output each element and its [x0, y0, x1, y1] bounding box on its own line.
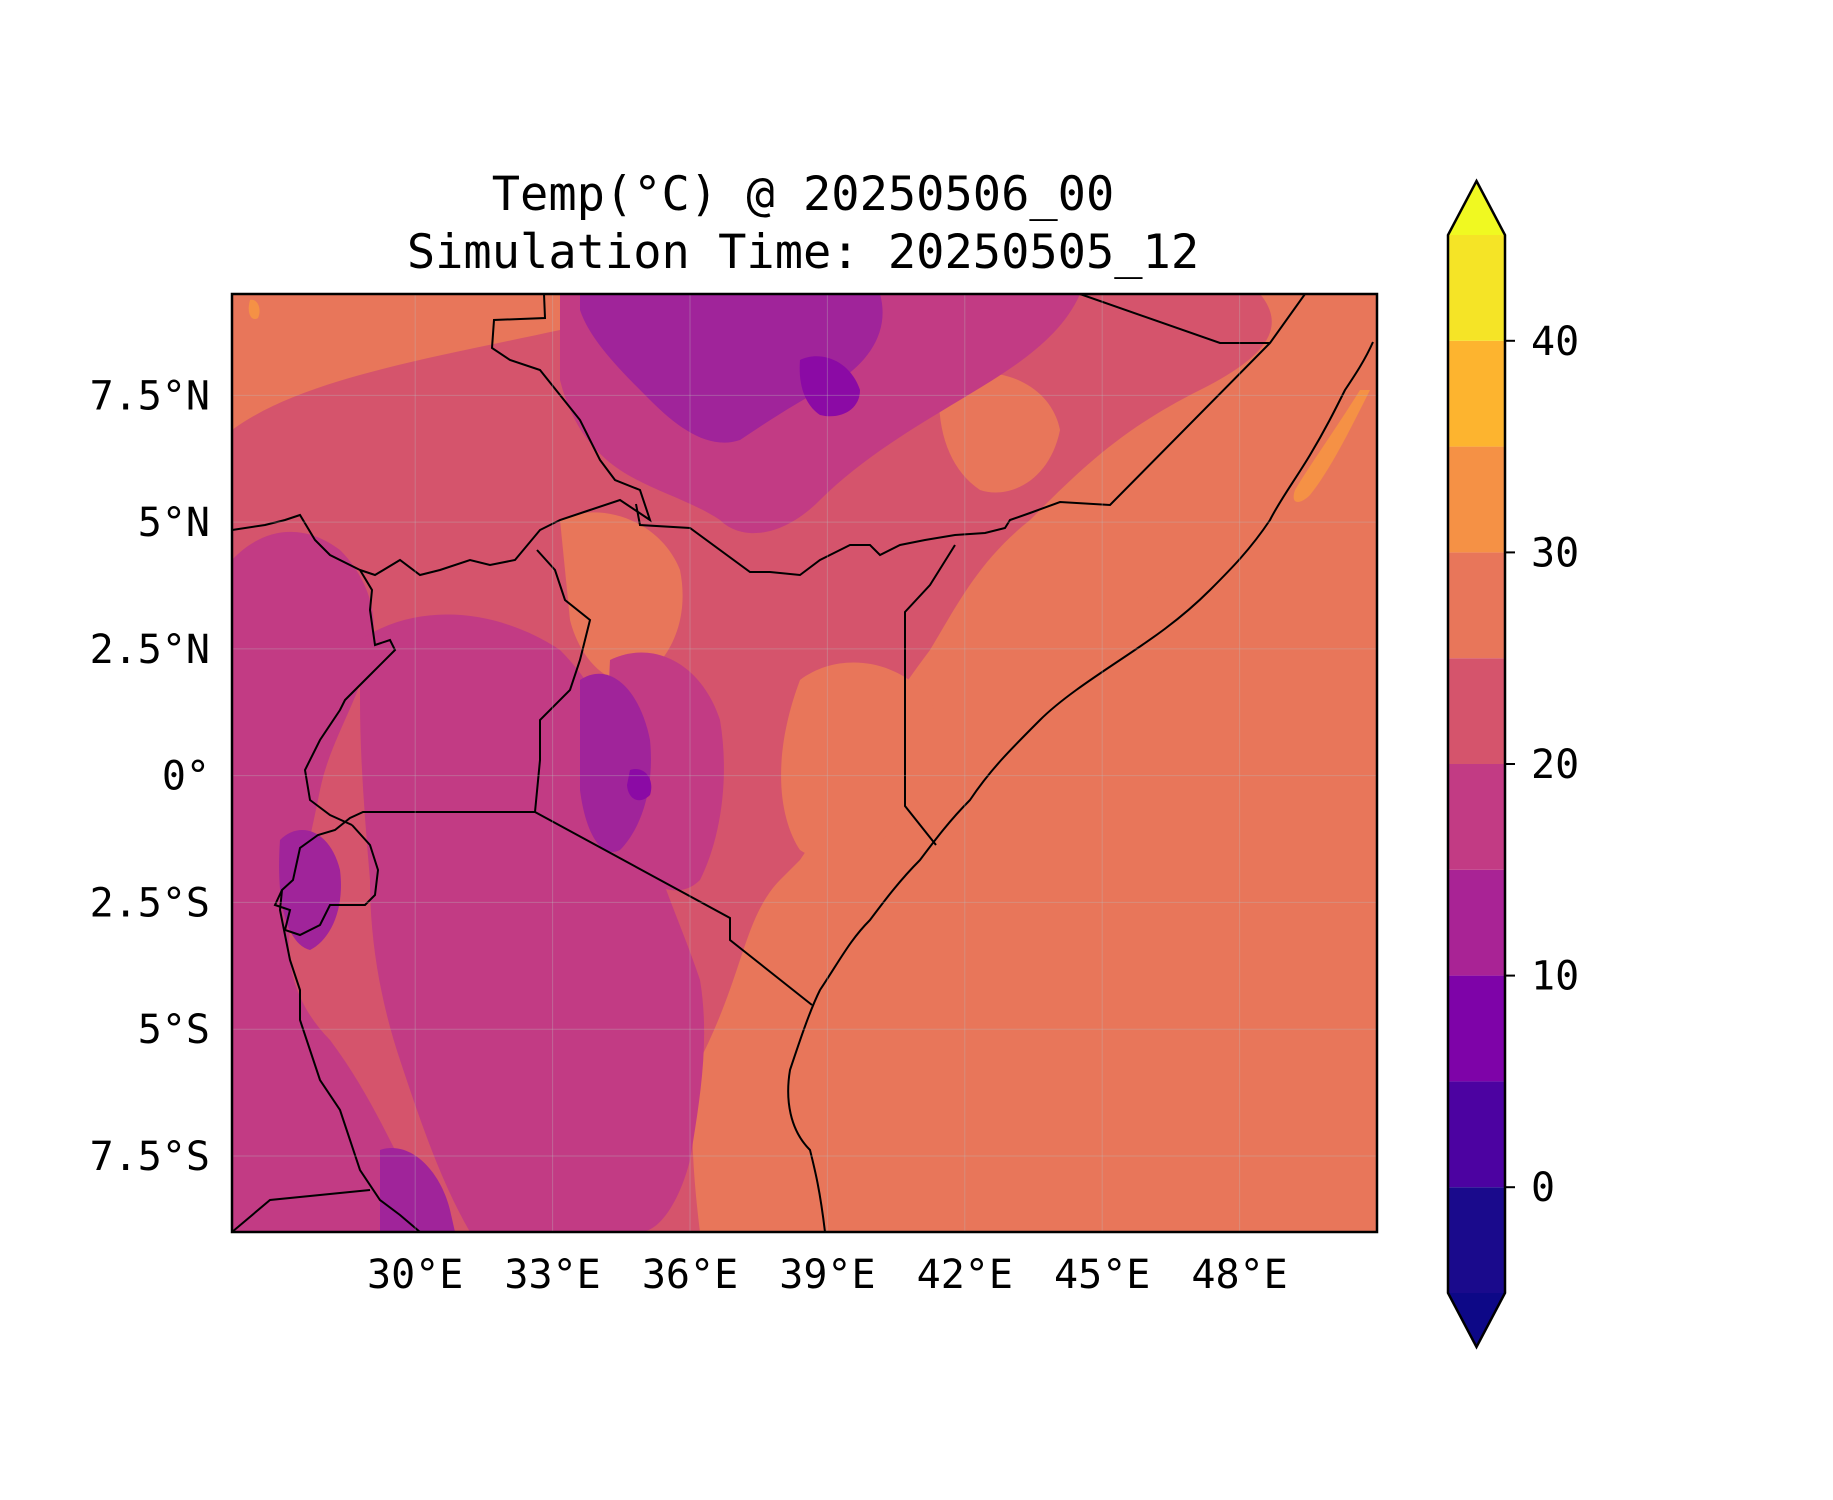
colorbar-tick-label: 40	[1531, 319, 1579, 365]
x-tick-label: 42°E	[917, 1252, 1013, 1298]
colorbar-tick-label: 0	[1531, 1165, 1555, 1211]
temperature-contour-high-highland	[580, 673, 651, 852]
y-tick-label: 7.5°N	[90, 373, 210, 419]
colorbar-segment	[1448, 975, 1505, 1082]
country-border	[232, 513, 397, 826]
x-tick-label: 30°E	[367, 1252, 463, 1298]
colorbar-segment	[1448, 552, 1505, 659]
colorbar-segment	[1448, 446, 1505, 553]
temperature-contour-warm-coast	[248, 299, 260, 320]
country-border	[534, 811, 813, 1006]
country-border	[273, 549, 592, 937]
y-tick-label: 2.5°N	[90, 627, 210, 673]
title-line-1: Temp(°C) @ 20250506_00	[492, 167, 1115, 222]
y-tick-label: 2.5°S	[90, 880, 210, 926]
temperature-contour-warm-coast	[1293, 390, 1370, 502]
y-tick-label: 5°N	[138, 500, 210, 546]
temperature-contour-high-highland	[380, 1148, 455, 1232]
y-tick-label: 7.5°S	[90, 1134, 210, 1180]
colorbar-tick-label: 10	[1531, 954, 1579, 1000]
y-tick-label: 0°	[162, 754, 210, 800]
colorbar-segment	[1448, 340, 1505, 447]
temperature-contour-highland	[232, 531, 460, 1232]
colorbar-tick-label: 20	[1531, 742, 1579, 788]
map-frame	[230, 292, 1379, 1234]
x-tick-label: 45°E	[1054, 1252, 1150, 1298]
x-tick-label: 48°E	[1191, 1252, 1287, 1298]
x-axis-tick-labels: 30°E 33°E 36°E 39°E 42°E 45°E 48°E	[367, 1252, 1288, 1298]
colorbar-segment	[1448, 235, 1505, 341]
country-border	[904, 544, 956, 846]
title-line-2: Simulation Time: 20250505_12	[407, 225, 1199, 280]
colorbar: 0 10 20 30 40	[1446, 178, 1579, 1350]
colorbar-extend-max	[1448, 181, 1505, 235]
x-tick-label: 33°E	[504, 1252, 600, 1298]
colorbar-segment	[1448, 1081, 1505, 1188]
colorbar-extend-min	[1448, 1293, 1505, 1347]
country-border	[635, 294, 1306, 577]
temperature-contour-peak	[799, 356, 860, 417]
colorbar-outline	[1446, 178, 1507, 1350]
country-border	[359, 294, 652, 577]
temperature-contour-high-highland	[279, 830, 341, 950]
x-tick-label: 36°E	[642, 1252, 738, 1298]
coastline	[787, 341, 1374, 1232]
colorbar-segment	[1448, 1187, 1505, 1293]
y-tick-label: 5°S	[138, 1007, 210, 1053]
x-tick-label: 39°E	[779, 1252, 875, 1298]
colorbar-segment	[1448, 869, 1505, 976]
map-panel	[232, 294, 1377, 1232]
colorbar-segment	[1448, 764, 1505, 870]
country-border	[278, 889, 421, 1232]
temperature-contour-peak	[627, 769, 652, 801]
country-border	[1079, 294, 1270, 344]
temperature-contour-warm-patch	[1095, 512, 1172, 608]
colorbar-segment	[1448, 658, 1505, 764]
gridlines	[232, 294, 1377, 1232]
colorbar-tick-label: 30	[1531, 530, 1579, 576]
temperature-contour-high-highland	[580, 294, 883, 443]
temperature-contour-warm-patch	[939, 372, 1060, 493]
temperature-contour-warm-patch	[560, 512, 683, 682]
country-border	[232, 1189, 371, 1232]
y-axis-tick-labels: 7.5°N 5°N 2.5°N 0° 2.5°S 5°S 7.5°S	[90, 373, 210, 1180]
temperature-contour-warm-patch	[781, 662, 939, 860]
